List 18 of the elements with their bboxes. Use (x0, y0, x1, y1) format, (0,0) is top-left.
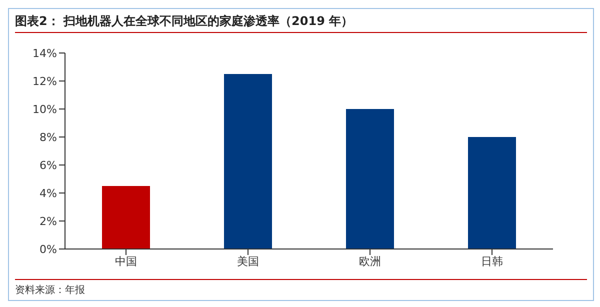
x-tick-label: 日韩 (481, 254, 503, 268)
x-tick-label: 美国 (237, 254, 259, 268)
x-tick-label: 欧洲 (359, 254, 381, 268)
bar (468, 137, 516, 249)
y-tick-label: 2% (40, 214, 57, 228)
y-tick-label: 14% (32, 46, 57, 60)
bar (102, 186, 150, 249)
text: 资料来源：年报 (15, 284, 85, 297)
chart-title: 图表2： 扫地机器人在全球不同地区的家庭渗透率（2019 年） (15, 13, 354, 30)
y-tick-label: 12% (32, 74, 57, 88)
y-tick-label: 6% (40, 158, 57, 172)
y-tick-label: 0% (40, 242, 57, 256)
x-tick-label: 中国 (115, 254, 137, 268)
y-tick-label: 10% (32, 102, 57, 116)
bar (224, 74, 272, 249)
y-tick-label: 4% (40, 186, 57, 200)
y-tick-label: 8% (40, 130, 57, 144)
bar (346, 109, 394, 249)
